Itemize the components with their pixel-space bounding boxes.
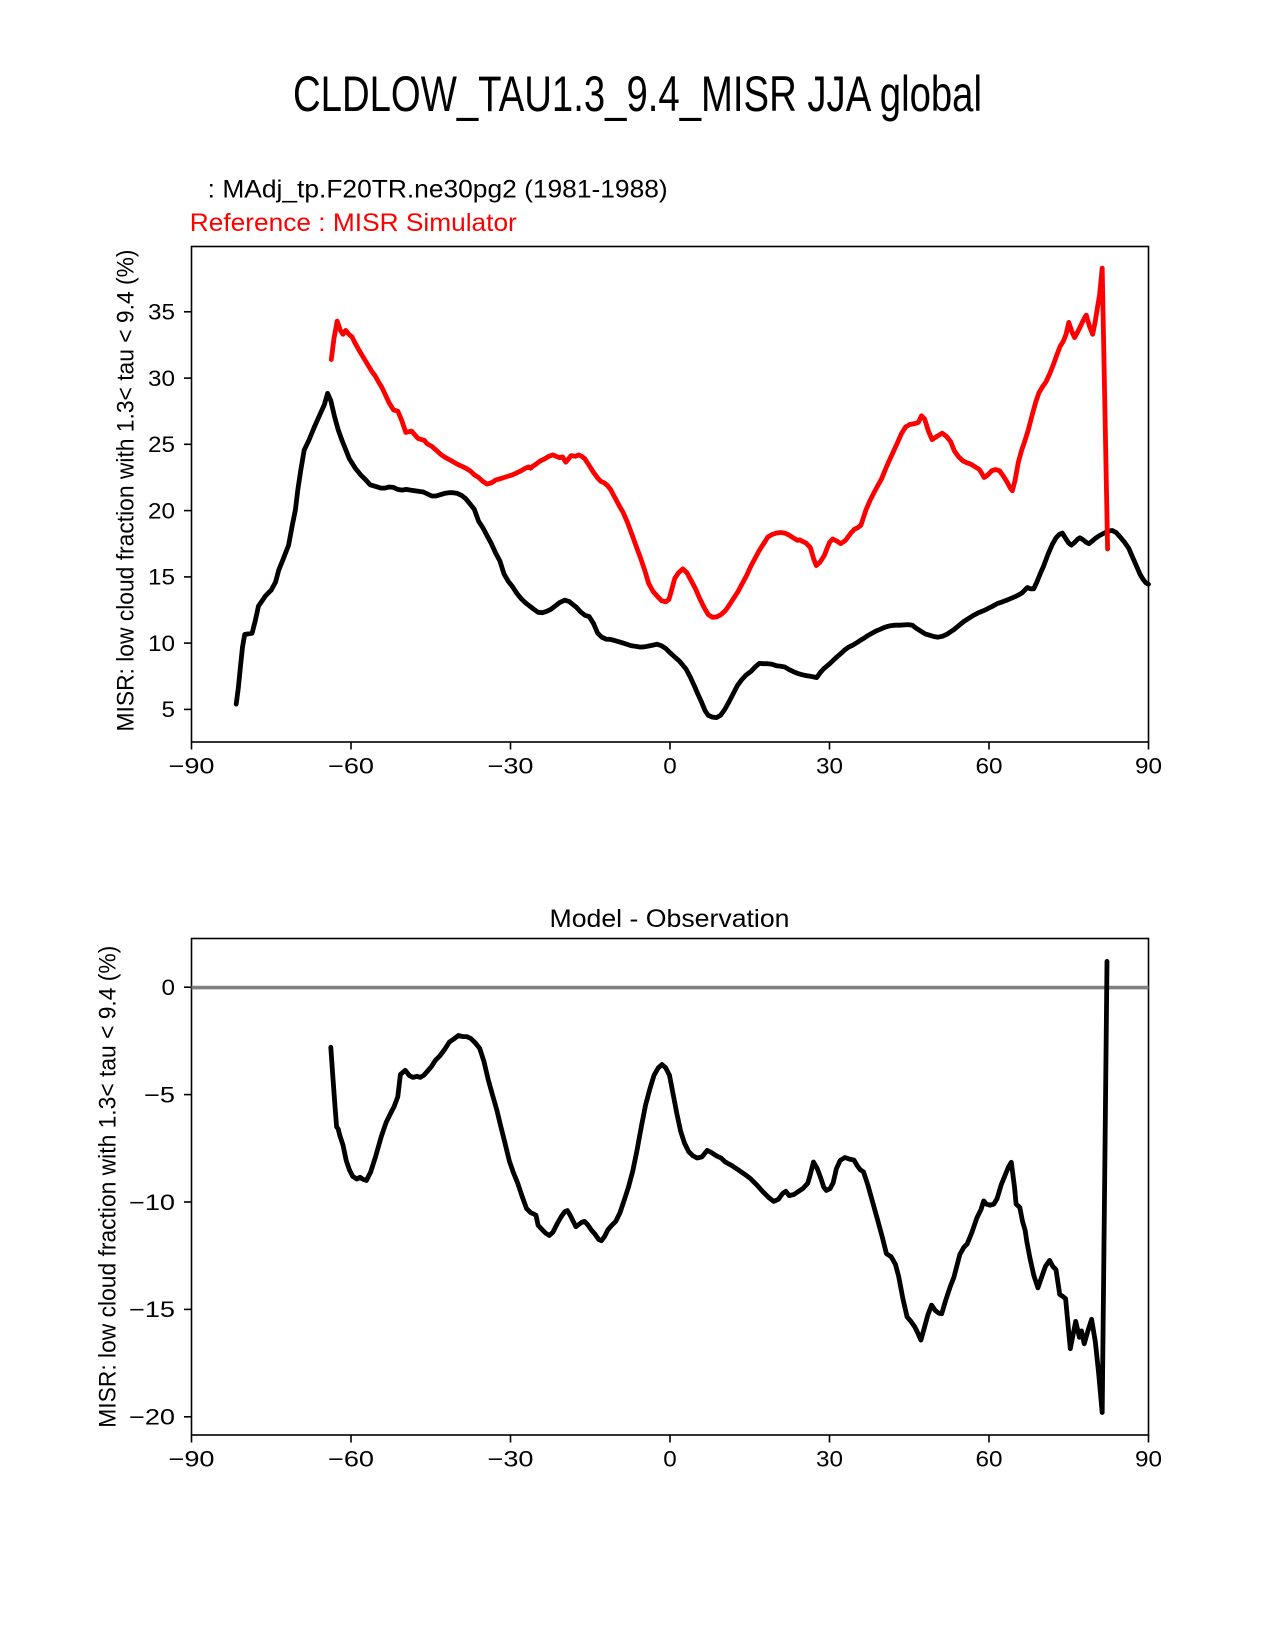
svg-text:−30: −30 [488, 754, 534, 779]
svg-text:35: 35 [148, 300, 175, 325]
svg-text:30: 30 [816, 754, 843, 779]
svg-text:0: 0 [663, 754, 677, 779]
svg-text:MISR: low cloud fraction with: MISR: low cloud fraction with 1.3< tau <… [113, 250, 140, 732]
svg-text:Reference : MISR Simulator: Reference : MISR Simulator [190, 209, 517, 237]
svg-text:−30: −30 [488, 1447, 534, 1472]
svg-text:−60: −60 [328, 1447, 374, 1472]
svg-text:10: 10 [148, 631, 175, 656]
svg-text:−90: −90 [169, 1447, 215, 1472]
svg-text:90: 90 [1135, 754, 1162, 779]
svg-text:−20: −20 [129, 1405, 175, 1430]
svg-text:: MAdj_tp.F20TR.ne30pg2 (1981-: : MAdj_tp.F20TR.ne30pg2 (1981-1988) [208, 176, 668, 204]
svg-text:30: 30 [816, 1447, 843, 1472]
svg-text:CLDLOW_TAU1.3_9.4_MISR JJA glo: CLDLOW_TAU1.3_9.4_MISR JJA global [293, 66, 982, 122]
svg-text:0: 0 [663, 1447, 677, 1472]
svg-text:−90: −90 [169, 754, 215, 779]
svg-text:0: 0 [162, 975, 176, 1000]
svg-text:60: 60 [976, 1447, 1003, 1472]
svg-text:−5: −5 [144, 1082, 175, 1107]
svg-text:15: 15 [148, 565, 175, 590]
svg-text:90: 90 [1135, 1447, 1162, 1472]
svg-text:20: 20 [148, 498, 175, 523]
svg-text:30: 30 [148, 366, 175, 391]
svg-text:−15: −15 [129, 1297, 175, 1322]
svg-text:MISR: low cloud fraction with: MISR: low cloud fraction with 1.3< tau <… [95, 946, 122, 1428]
svg-text:Model - Observation: Model - Observation [550, 905, 790, 933]
svg-text:−60: −60 [328, 754, 374, 779]
svg-text:−10: −10 [129, 1190, 175, 1215]
svg-text:5: 5 [162, 697, 176, 722]
svg-text:25: 25 [148, 432, 175, 457]
svg-text:60: 60 [976, 754, 1003, 779]
